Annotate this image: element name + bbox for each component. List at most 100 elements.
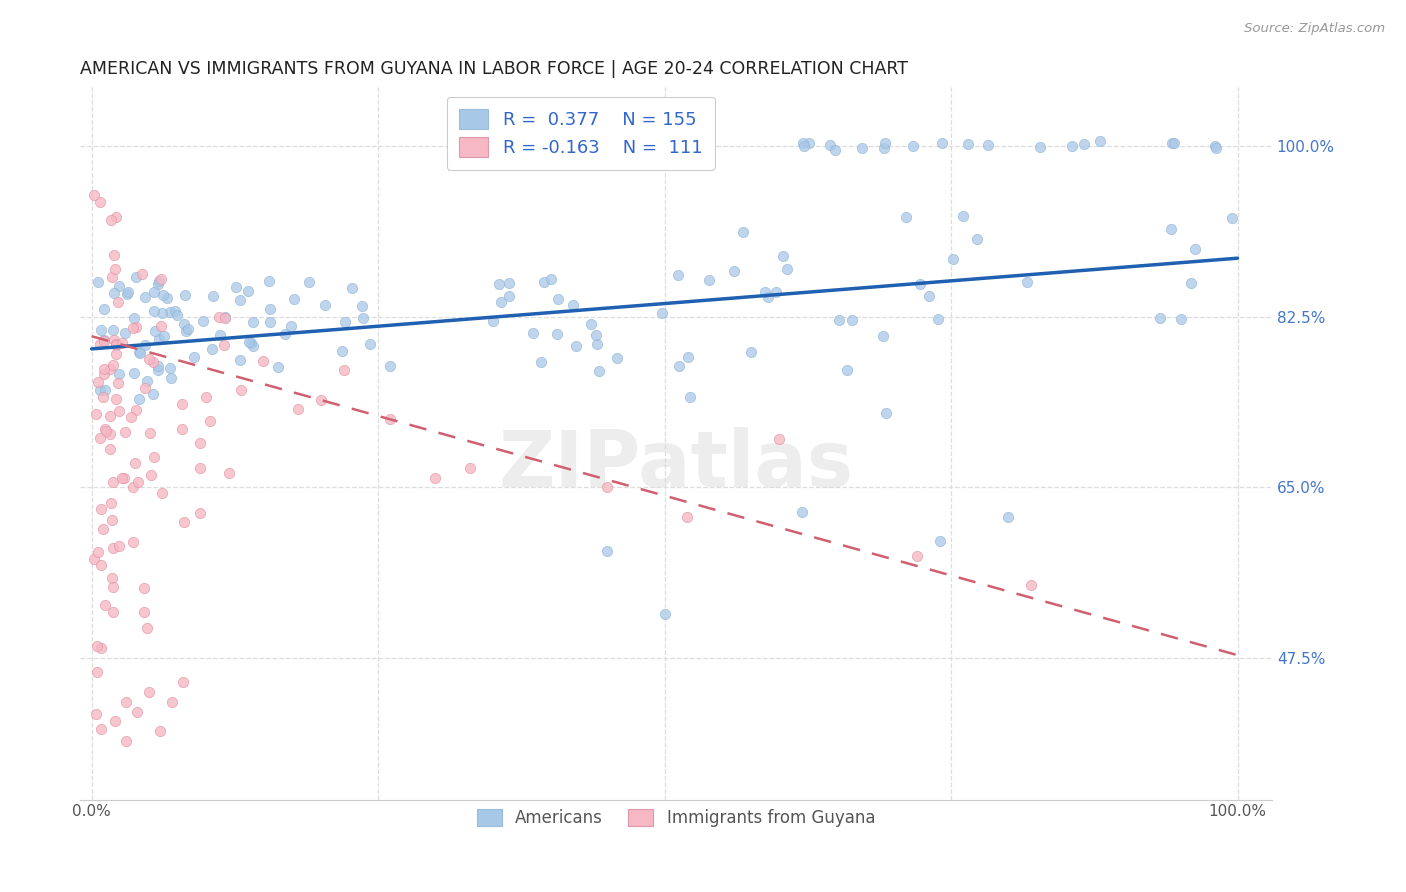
Point (103, 333, 125, 347)
Point (201, 342, 224, 356)
Point (172, 675, 194, 690)
Point (98, 442, 121, 457)
Point (107, 376, 129, 390)
Point (259, 315, 281, 329)
Point (172, 397, 194, 411)
Point (134, 290, 156, 304)
Point (148, 273, 170, 287)
Point (873, 141, 896, 155)
Point (335, 315, 357, 329)
Point (837, 363, 859, 377)
Point (208, 310, 231, 324)
Point (651, 306, 673, 320)
Point (359, 337, 381, 351)
Point (679, 390, 702, 404)
Point (225, 279, 247, 293)
Point (498, 277, 520, 291)
Point (768, 432, 790, 446)
Point (697, 273, 720, 287)
Point (122, 311, 145, 326)
Point (918, 288, 941, 302)
Point (1073, 136, 1095, 151)
Point (98, 427, 121, 442)
Point (139, 468, 162, 483)
Point (146, 363, 169, 377)
Point (790, 505, 813, 519)
Point (127, 705, 149, 719)
Point (138, 685, 160, 699)
Point (138, 425, 160, 440)
Point (114, 425, 136, 440)
Point (340, 281, 363, 295)
Point (174, 287, 197, 301)
Point (155, 291, 177, 305)
Point (152, 329, 174, 343)
Point (143, 324, 166, 338)
Point (131, 268, 153, 282)
Point (90, 641, 112, 656)
Point (103, 714, 125, 729)
Point (111, 471, 134, 485)
Point (142, 355, 165, 369)
Point (103, 248, 125, 262)
Point (86, 665, 108, 680)
Point (124, 456, 146, 470)
Point (103, 580, 125, 594)
Point (1170, 312, 1192, 326)
Point (214, 310, 236, 324)
Point (1204, 138, 1226, 153)
Point (132, 581, 155, 595)
Point (585, 336, 607, 351)
Point (942, 252, 965, 267)
Point (956, 136, 979, 151)
Point (875, 136, 897, 150)
Point (352, 311, 374, 326)
Point (976, 137, 998, 152)
Point (100, 269, 122, 284)
Point (931, 136, 953, 151)
Point (108, 404, 131, 418)
Point (562, 298, 585, 312)
Point (127, 475, 149, 489)
Point (218, 466, 240, 480)
Point (159, 305, 181, 319)
Point (1062, 138, 1084, 153)
Point (86, 375, 108, 389)
Point (135, 621, 157, 635)
Point (146, 359, 169, 373)
Point (927, 312, 949, 326)
Point (174, 324, 197, 338)
Point (239, 335, 262, 350)
Point (125, 320, 148, 334)
Point (173, 317, 195, 331)
Point (565, 339, 588, 353)
Point (668, 359, 690, 373)
Point (152, 288, 174, 302)
Point (134, 605, 156, 619)
Point (309, 392, 332, 407)
Point (314, 298, 336, 312)
Point (1160, 221, 1182, 235)
Point (799, 136, 821, 150)
Point (287, 402, 309, 417)
Point (104, 210, 127, 224)
Point (522, 326, 544, 340)
Point (84, 408, 107, 422)
Point (160, 371, 183, 385)
Text: AMERICAN VS IMMIGRANTS FROM GUYANA IN LABOR FORCE | AGE 20-24 CORRELATION CHART: AMERICAN VS IMMIGRANTS FROM GUYANA IN LA… (80, 60, 908, 78)
Point (793, 139, 815, 153)
Point (165, 304, 187, 318)
Point (274, 327, 297, 342)
Point (89, 431, 111, 445)
Point (905, 549, 928, 563)
Point (259, 274, 281, 288)
Point (1029, 140, 1052, 154)
Point (83, 188, 105, 202)
Point (136, 375, 159, 389)
Point (134, 381, 156, 395)
Point (89, 383, 111, 397)
Point (150, 486, 173, 500)
Point (194, 390, 217, 404)
Point (122, 535, 145, 549)
Point (176, 322, 198, 336)
